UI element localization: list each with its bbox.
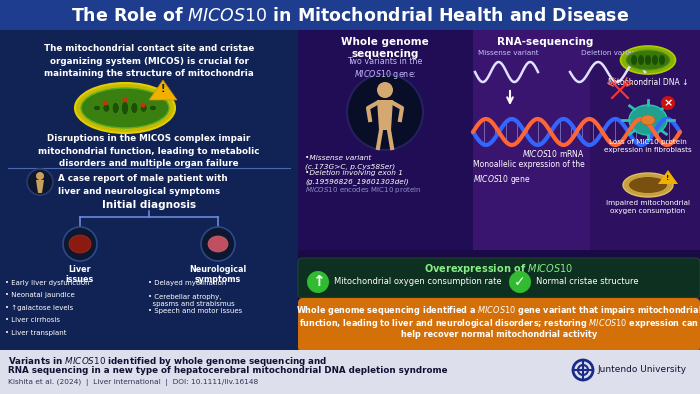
Ellipse shape <box>626 50 670 70</box>
Bar <box>298 30 473 250</box>
Text: Whole genome
sequencing: Whole genome sequencing <box>341 37 429 59</box>
Text: Kishita et al. (2024)  |  Liver international  |  DOI: 10.1111/liv.16148: Kishita et al. (2024) | Liver internatio… <box>8 379 258 386</box>
Text: $\it{MICOS10}$ mRNA: $\it{MICOS10}$ mRNA <box>522 148 584 159</box>
Circle shape <box>27 169 53 195</box>
Ellipse shape <box>94 105 101 111</box>
Text: !: ! <box>161 84 165 94</box>
Text: • Speech and motor issues: • Speech and motor issues <box>148 308 242 314</box>
Text: ×: × <box>664 98 673 108</box>
Ellipse shape <box>140 104 147 112</box>
Ellipse shape <box>638 55 644 65</box>
Ellipse shape <box>122 101 129 115</box>
Polygon shape <box>36 180 44 193</box>
Ellipse shape <box>620 46 676 74</box>
Circle shape <box>509 271 531 293</box>
Circle shape <box>36 172 44 180</box>
Ellipse shape <box>645 55 651 65</box>
Text: • Liver cirrhosis: • Liver cirrhosis <box>5 318 60 323</box>
Text: !: ! <box>666 175 670 181</box>
Ellipse shape <box>629 177 667 193</box>
Text: Two variants in the
$\it{MICOS10}$ gene:: Two variants in the $\it{MICOS10}$ gene: <box>347 57 423 81</box>
Ellipse shape <box>641 115 655 125</box>
Text: • Neonatal jaundice: • Neonatal jaundice <box>5 292 75 299</box>
FancyBboxPatch shape <box>298 298 700 352</box>
Text: Variants in $\it{MICOS10}$ identified by whole genome sequencing and: Variants in $\it{MICOS10}$ identified by… <box>8 355 328 368</box>
Text: Mitochondrial oxygen consumption rate: Mitochondrial oxygen consumption rate <box>334 277 502 286</box>
Bar <box>0 30 298 350</box>
Text: Deletion variant: Deletion variant <box>581 50 639 56</box>
Ellipse shape <box>103 104 110 112</box>
Text: • Liver transplant: • Liver transplant <box>5 330 66 336</box>
Ellipse shape <box>150 105 157 111</box>
Text: Missense variant: Missense variant <box>477 50 538 56</box>
Polygon shape <box>377 100 393 130</box>
Ellipse shape <box>208 236 228 252</box>
Polygon shape <box>658 170 678 184</box>
Bar <box>0 350 700 394</box>
Text: A case report of male patient with
liver and neurological symptoms: A case report of male patient with liver… <box>58 174 228 195</box>
Circle shape <box>201 227 235 261</box>
Bar <box>473 30 700 250</box>
Text: Impaired mitochondrial
oxygen consumption: Impaired mitochondrial oxygen consumptio… <box>606 200 690 214</box>
Text: •Deletion involving exon 1
(g.19596826_19601303del): •Deletion involving exon 1 (g.19596826_1… <box>305 170 409 185</box>
Text: The mitochondrial contact site and cristae
organizing system (MICOS) is crucial : The mitochondrial contact site and crist… <box>44 44 254 78</box>
Ellipse shape <box>69 235 91 253</box>
Text: RNA sequencing in a new type of hepatocerebral mitochondrial DNA depletion syndr: RNA sequencing in a new type of hepatoce… <box>8 366 447 375</box>
Ellipse shape <box>631 55 637 65</box>
Text: Liver
issues: Liver issues <box>66 265 94 284</box>
Text: help recover normal mitochondrial activity: help recover normal mitochondrial activi… <box>401 330 597 339</box>
Circle shape <box>347 74 423 150</box>
Polygon shape <box>149 80 177 100</box>
Bar <box>590 30 700 250</box>
Text: ↑: ↑ <box>312 275 324 290</box>
Circle shape <box>122 97 127 102</box>
Text: Loss of MIC10 protein
expression in fibroblasts: Loss of MIC10 protein expression in fibr… <box>604 139 692 152</box>
Text: • Early liver dysfunction: • Early liver dysfunction <box>5 280 90 286</box>
Text: RNA-sequencing: RNA-sequencing <box>497 37 593 47</box>
Text: Mitochondrial DNA ↓: Mitochondrial DNA ↓ <box>608 78 688 87</box>
Text: •Missense variant
(c.173G>C, p.Cys58Ser): •Missense variant (c.173G>C, p.Cys58Ser) <box>305 155 395 169</box>
Text: Whole genome sequencing identified a $\it{MICOS10}$ gene variant that impairs mi: Whole genome sequencing identified a $\i… <box>296 304 700 317</box>
Circle shape <box>102 100 108 106</box>
Text: ✓: ✓ <box>514 275 526 289</box>
Text: • Delayed myelination: • Delayed myelination <box>148 280 226 286</box>
Ellipse shape <box>131 102 138 113</box>
Text: • Cerebellar atrophy,
  spasms and strabismus: • Cerebellar atrophy, spasms and strabis… <box>148 294 234 307</box>
Text: Neurological
symptoms: Neurological symptoms <box>190 265 246 284</box>
Text: Initial diagnosis: Initial diagnosis <box>102 200 196 210</box>
Ellipse shape <box>659 55 665 65</box>
Text: The Role of $\it{MICOS10}$ in Mitochondrial Health and Disease: The Role of $\it{MICOS10}$ in Mitochondr… <box>71 7 629 25</box>
Ellipse shape <box>75 83 175 133</box>
Text: $\it{MICOS10}$ encodes MIC10 protein: $\it{MICOS10}$ encodes MIC10 protein <box>305 185 421 195</box>
Ellipse shape <box>81 88 169 128</box>
Text: Disruptions in the MICOS complex impair
mitochondrial function, leading to metab: Disruptions in the MICOS complex impair … <box>38 134 260 168</box>
Text: • ↑galactose levels: • ↑galactose levels <box>5 305 74 311</box>
Text: Monoallelic expression of the
$\it{MICOS10}$ gene: Monoallelic expression of the $\it{MICOS… <box>473 160 584 186</box>
Text: function, leading to liver and neurological disorders; restoring $\it{MICOS10}$ : function, leading to liver and neurologi… <box>299 317 699 330</box>
Text: Juntendo University: Juntendo University <box>597 366 686 375</box>
Circle shape <box>307 271 329 293</box>
Text: Overexpression of $\it{MICOS10}$: Overexpression of $\it{MICOS10}$ <box>424 262 574 276</box>
FancyBboxPatch shape <box>298 258 700 298</box>
Circle shape <box>63 227 97 261</box>
Bar <box>298 250 700 300</box>
Ellipse shape <box>112 102 119 113</box>
Text: Normal cristae structure: Normal cristae structure <box>536 277 638 286</box>
Ellipse shape <box>652 55 658 65</box>
Ellipse shape <box>629 105 667 135</box>
Bar <box>0 0 700 30</box>
Circle shape <box>141 102 146 108</box>
Ellipse shape <box>623 173 673 197</box>
Circle shape <box>377 82 393 98</box>
Circle shape <box>661 96 675 110</box>
